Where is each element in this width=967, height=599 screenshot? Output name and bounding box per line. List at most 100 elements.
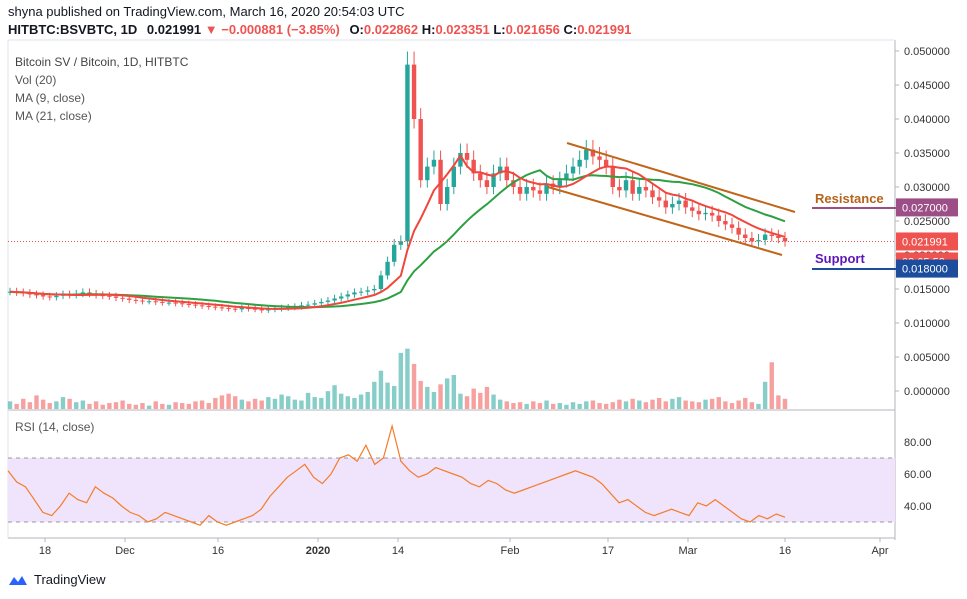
candle-body (577, 159, 582, 167)
volume-bar (458, 393, 463, 409)
candle-body (233, 308, 238, 310)
time-tick-label: Feb (501, 545, 520, 557)
volume-bar (166, 404, 172, 409)
candle-body (782, 238, 788, 242)
volume-bar (405, 348, 410, 409)
volume-bar (286, 396, 291, 409)
volume-bar (252, 398, 258, 409)
volume-bar (471, 388, 476, 409)
support-price-tag: 0.018000 (902, 264, 948, 276)
volume-bar (233, 396, 238, 409)
candle-body (564, 173, 569, 181)
rsi-legend[interactable]: RSI (14, close) (15, 420, 95, 434)
volume-bar (670, 398, 675, 409)
volume-bar (40, 399, 46, 409)
candle-body (213, 306, 218, 308)
legend-title[interactable]: Bitcoin SV / Bitcoin, 1D, HITBTC (15, 55, 189, 69)
volume-bar (272, 398, 278, 409)
volume-bar (517, 402, 523, 409)
volume-bar (544, 400, 549, 409)
candle-body (332, 298, 337, 301)
candle-body (385, 261, 390, 276)
volume-bar (199, 400, 205, 409)
volume-bar (743, 397, 748, 409)
volume-bar (292, 399, 298, 409)
volume-bar (756, 403, 761, 409)
symbol-name[interactable]: HITBTC:BSVBTC, 1D (8, 22, 138, 37)
candle-body (405, 64, 410, 242)
volume-bar (14, 403, 19, 409)
candle-body (497, 166, 503, 174)
candle-body (584, 149, 589, 160)
time-tick-label: 2020 (306, 545, 330, 557)
volume-bar (438, 384, 443, 409)
candle-body (206, 306, 211, 307)
price-change: −0.000881 (−3.85%) (221, 22, 340, 37)
volume-bar (67, 398, 72, 409)
volume-bar (603, 403, 609, 409)
candle-body (133, 299, 139, 301)
candle-body (398, 241, 404, 245)
volume-bar (630, 398, 635, 409)
candle-body (378, 275, 384, 289)
open-label: O: (349, 22, 364, 37)
candle-body (193, 304, 198, 306)
volume-bar (206, 403, 211, 409)
open-value: 0.022862 (363, 22, 419, 37)
time-tick-label: Apr (871, 545, 888, 557)
volume-bar (140, 403, 145, 409)
candle-body (325, 300, 331, 302)
candle-body (358, 291, 364, 293)
price-tick-label: 0.040000 (904, 114, 950, 126)
volume-bar (365, 392, 370, 409)
volume-bar (703, 399, 708, 409)
candle-body (504, 166, 509, 181)
volume-bar (444, 378, 450, 409)
publish-info: shyna published on TradingView.com, Marc… (8, 4, 405, 19)
volume-bar (723, 401, 728, 409)
candle-body (603, 159, 609, 167)
price-tick-label: 0.030000 (904, 182, 950, 194)
volume-bar (213, 397, 218, 409)
volume-bar (584, 401, 589, 409)
candle-body (391, 244, 397, 262)
candle-body (113, 296, 119, 298)
legend-volume[interactable]: Vol (20) (15, 73, 57, 87)
volume-bar (769, 362, 774, 409)
volume-bar (60, 397, 66, 409)
volume-bar (87, 403, 92, 409)
price-tick-label: 0.005000 (904, 352, 950, 364)
time-tick-label: 16 (779, 545, 791, 557)
candle-body (762, 234, 768, 241)
volume-bar (570, 402, 576, 409)
candle-body (345, 294, 351, 297)
time-tick-label: 14 (392, 545, 404, 557)
candle-body (40, 295, 46, 297)
candle-body (365, 290, 370, 292)
time-tick-label: 18 (39, 545, 51, 557)
volume-bar (577, 403, 582, 409)
volume-bar (239, 399, 245, 409)
candle-body (127, 298, 132, 300)
candle-body (199, 305, 205, 307)
candle-body (703, 212, 708, 215)
chart-legend: Bitcoin SV / Bitcoin, 1D, HITBTC Vol (20… (15, 53, 188, 125)
volume-bar (80, 400, 86, 409)
candle-body (663, 200, 668, 208)
footer-brand[interactable]: TradingView (8, 572, 106, 587)
candle-body (709, 212, 715, 216)
legend-ma21[interactable]: MA (21, close) (15, 109, 92, 123)
candle-body (544, 183, 549, 194)
volume-bar (358, 394, 364, 409)
candle-body (643, 187, 649, 191)
volume-bar (557, 403, 562, 409)
ma9-line (9, 153, 786, 310)
candle-body (252, 308, 258, 310)
volume-bar (690, 401, 695, 409)
volume-bar (193, 401, 198, 409)
volume-bar (153, 401, 158, 409)
volume-bar (93, 401, 99, 409)
candle-body (617, 187, 622, 191)
legend-ma9[interactable]: MA (9, close) (15, 91, 86, 105)
